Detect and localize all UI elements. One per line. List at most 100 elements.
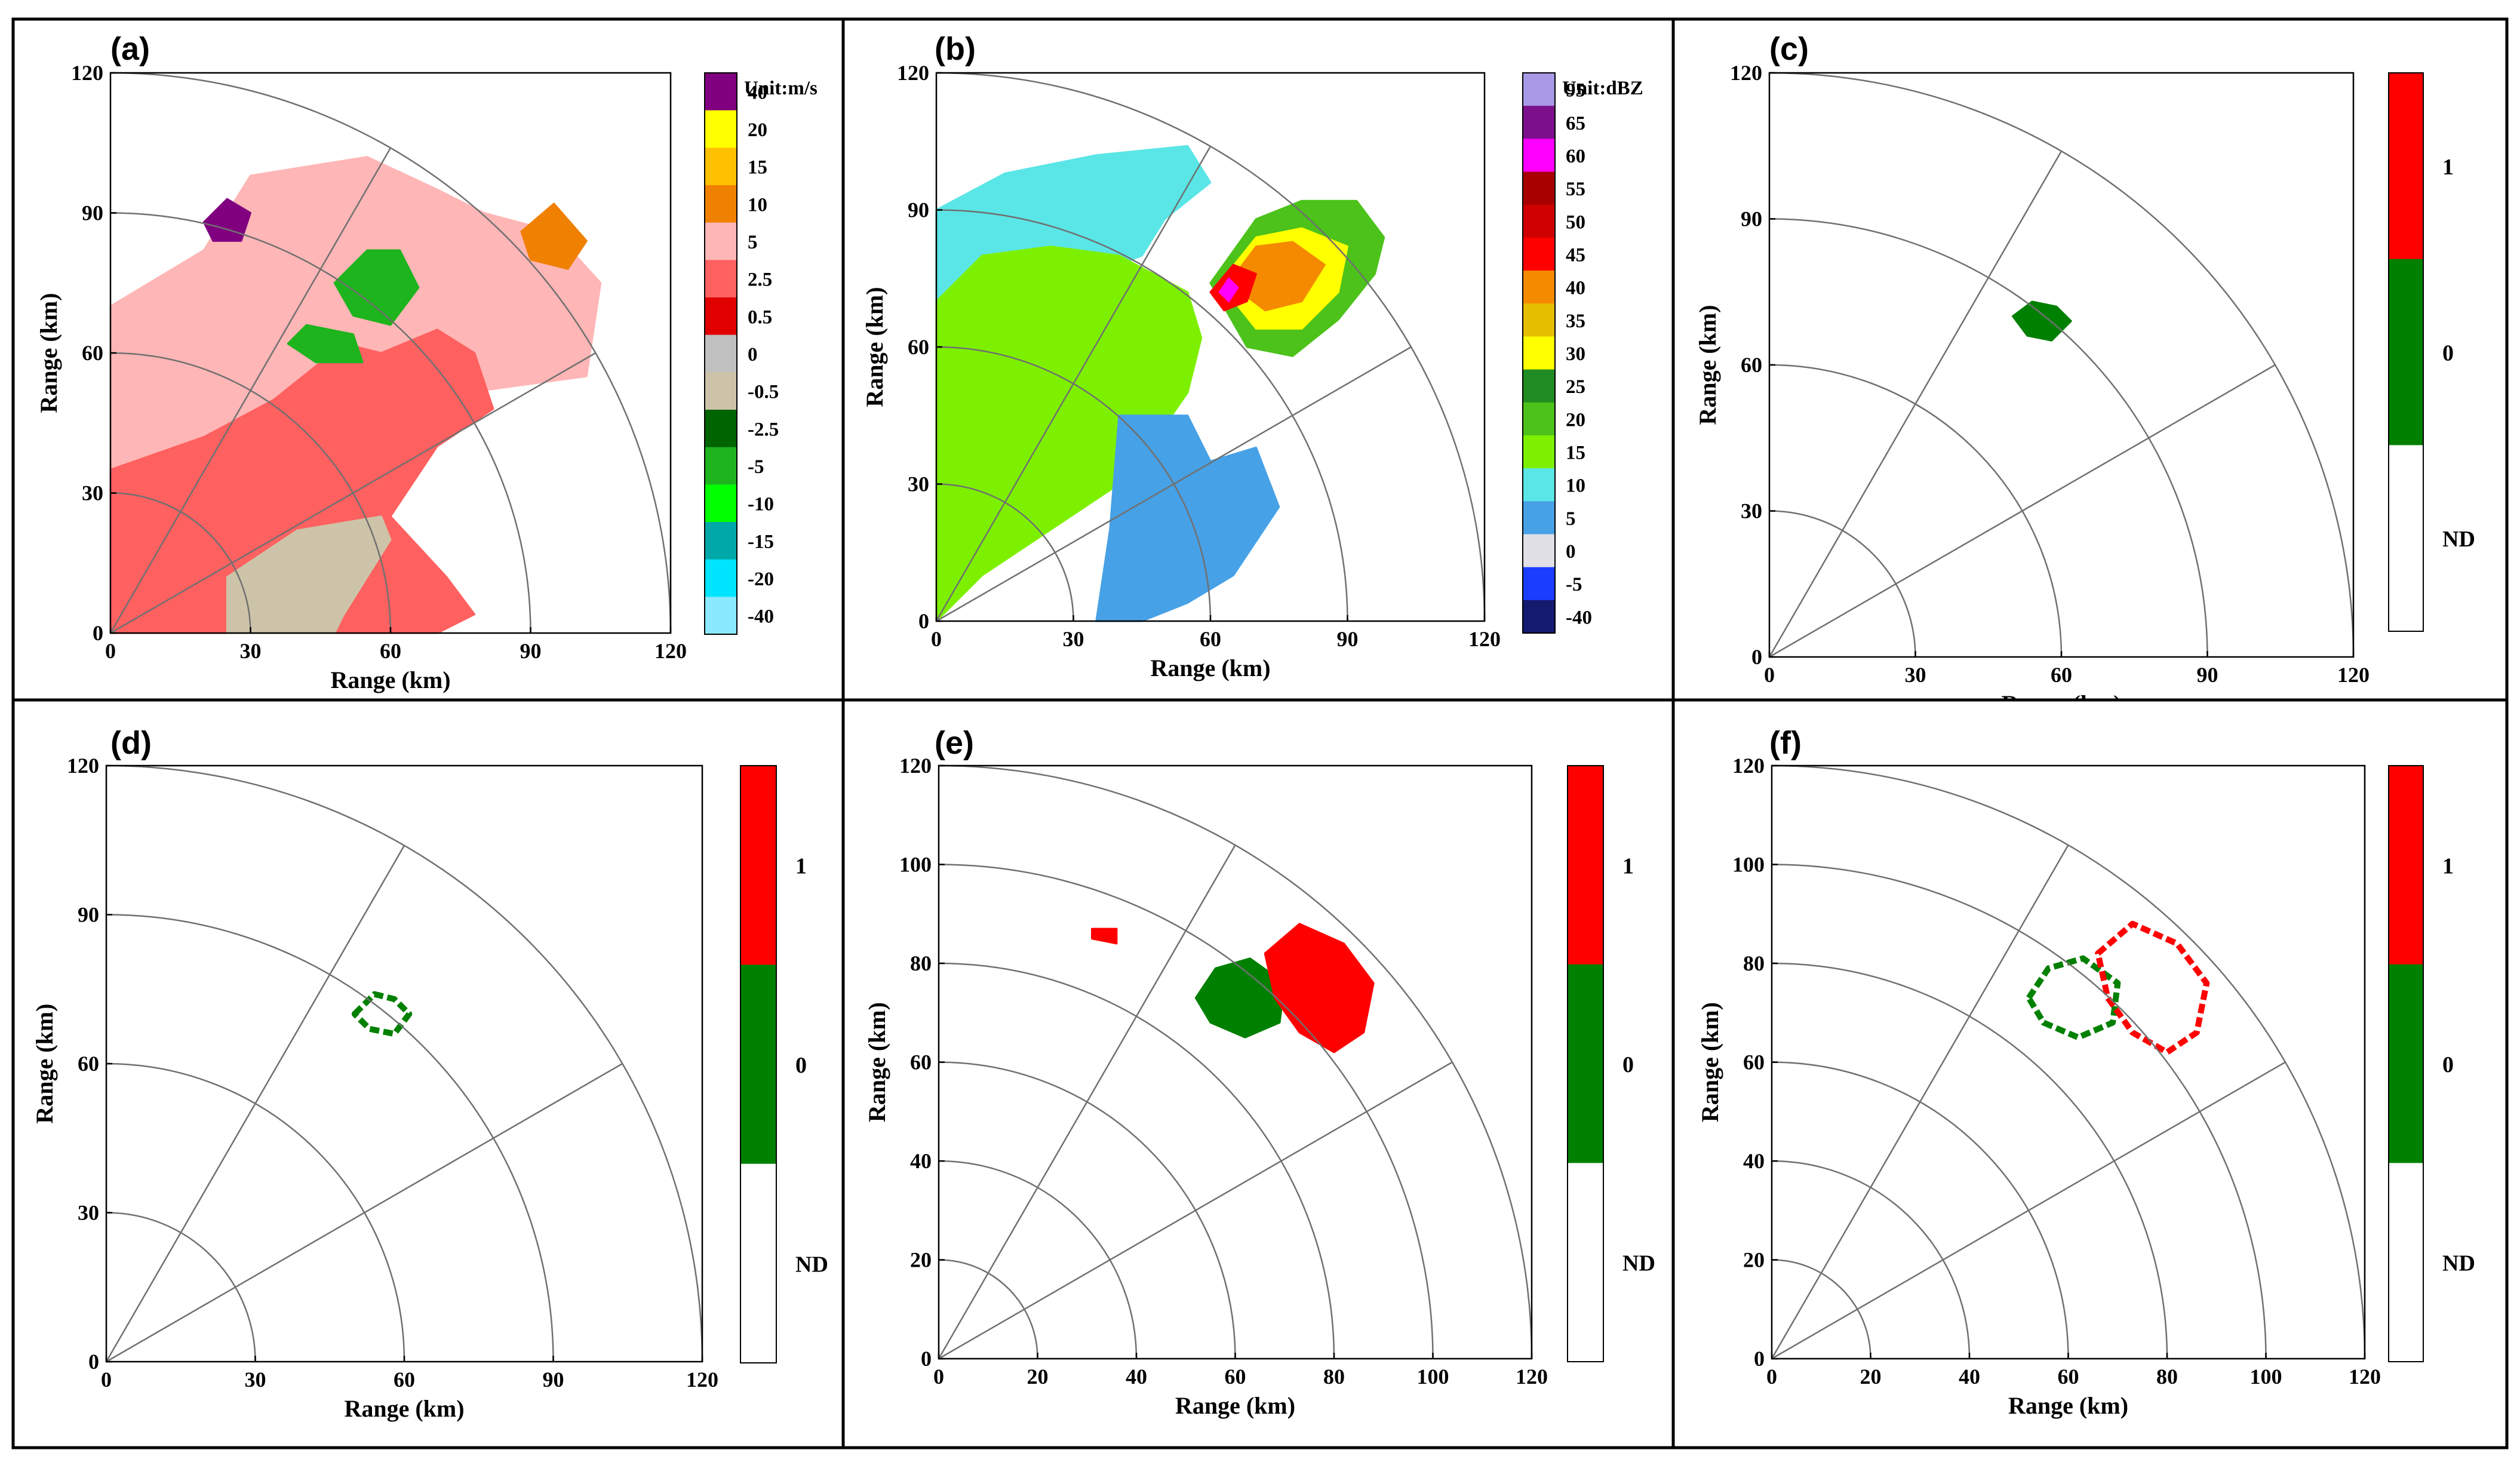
colorbar-swatch bbox=[1523, 402, 1555, 436]
x-tick-label: 120 bbox=[654, 639, 687, 663]
x-tick-label: 120 bbox=[686, 1368, 718, 1392]
panel-label: (e) bbox=[935, 725, 974, 761]
range-ring bbox=[938, 1160, 1138, 1359]
range-ring bbox=[1771, 764, 2366, 1359]
colorbar-swatch bbox=[705, 222, 737, 260]
blue-green-area bbox=[935, 245, 1203, 622]
colorbar-swatch bbox=[1523, 435, 1555, 469]
y-tick-label: 90 bbox=[908, 198, 929, 222]
x-tick-label: 60 bbox=[380, 639, 401, 663]
y-tick-label: 100 bbox=[899, 853, 932, 877]
plot-area bbox=[1772, 766, 2365, 1359]
colorbar-swatch bbox=[705, 185, 737, 223]
range-ring bbox=[110, 492, 251, 634]
colorbar-label: 10 bbox=[1566, 475, 1585, 497]
y-tick-label: 60 bbox=[78, 1052, 99, 1076]
colorbar-swatch bbox=[2389, 259, 2423, 446]
colorbar-swatch bbox=[1523, 171, 1555, 205]
x-tick-label: 100 bbox=[1417, 1365, 1449, 1389]
range-ring bbox=[1769, 72, 2355, 658]
range-ring bbox=[110, 212, 531, 634]
x-axis-label: Range (km) bbox=[2008, 1392, 2128, 1419]
plot-area bbox=[1769, 73, 2353, 657]
colorbar-swatch bbox=[705, 260, 737, 298]
range-ring bbox=[110, 352, 392, 634]
range-ring bbox=[938, 1061, 1236, 1359]
colorbar-swatch bbox=[705, 597, 737, 635]
x-axis-label: Range (km) bbox=[344, 1395, 464, 1422]
radial-line bbox=[106, 1062, 623, 1363]
x-tick-label: 90 bbox=[543, 1368, 564, 1392]
y-tick-label: 100 bbox=[1732, 853, 1765, 877]
purple-cell bbox=[202, 198, 251, 242]
y-tick-label: 80 bbox=[910, 951, 932, 975]
x-tick-label: 60 bbox=[1200, 627, 1221, 651]
colorbar-label: -10 bbox=[748, 494, 774, 515]
colorbar-label: 50 bbox=[1566, 211, 1585, 233]
red-area bbox=[109, 328, 494, 634]
x-tick-label: 120 bbox=[2337, 663, 2370, 687]
y-tick-label: 90 bbox=[1741, 207, 1762, 231]
colorbar-label: 5 bbox=[1566, 508, 1576, 530]
colorbar-label: 0.5 bbox=[748, 306, 772, 328]
radial-line bbox=[1771, 1061, 2286, 1360]
class-0-outline bbox=[2026, 955, 2121, 1041]
y-tick-label: 60 bbox=[1743, 1051, 1765, 1074]
colorbar-label: -40 bbox=[1566, 607, 1592, 628]
colorbar-swatch bbox=[740, 766, 776, 965]
colorbar-label: 0 bbox=[795, 1053, 807, 1078]
y-tick-label: 0 bbox=[93, 621, 103, 645]
radial-line bbox=[109, 148, 392, 634]
colorbar-swatch bbox=[705, 110, 737, 148]
range-ring bbox=[938, 764, 1533, 1359]
colorbar-label: 0 bbox=[1622, 1052, 1634, 1077]
class-1-small bbox=[1091, 927, 1118, 945]
range-ring bbox=[1771, 1160, 1971, 1359]
panel-label: (d) bbox=[110, 725, 152, 761]
panel-d: 0 30 60 90 120 0 30 60 90 120 Range (km) Range (km)… bbox=[11, 698, 845, 1449]
colorbar-label: ND bbox=[795, 1252, 828, 1277]
colorbar-label: -2.5 bbox=[748, 419, 779, 440]
plot-area bbox=[939, 766, 1532, 1359]
colorbar-swatch bbox=[1523, 600, 1555, 634]
radial-line bbox=[938, 844, 1236, 1359]
colorbar-swatch bbox=[705, 148, 737, 186]
y-tick-label: 60 bbox=[910, 1051, 932, 1074]
y-tick-label: 0 bbox=[1751, 645, 1762, 669]
colorbar-label: 95 bbox=[1566, 80, 1585, 102]
y-tick-label: 120 bbox=[899, 754, 932, 778]
colorbar-label: 55 bbox=[1566, 179, 1585, 200]
x-tick-label: 0 bbox=[101, 1368, 112, 1392]
class-0-outline bbox=[351, 991, 413, 1037]
y-tick-label: 30 bbox=[1741, 499, 1762, 523]
colorbar-swatch bbox=[2389, 766, 2423, 965]
colorbar-swatch bbox=[1523, 303, 1555, 337]
colorbar-swatch bbox=[705, 559, 737, 597]
range-ring bbox=[1771, 962, 2168, 1359]
radial-line bbox=[110, 352, 596, 634]
y-tick-label: 0 bbox=[921, 1347, 932, 1371]
colorbar-label: -0.5 bbox=[748, 382, 779, 403]
x-tick-label: 100 bbox=[2250, 1365, 2282, 1389]
colorbar-unit: Unit:m/s bbox=[744, 78, 818, 99]
colorbar-label: 1 bbox=[1622, 853, 1634, 879]
radial-line bbox=[938, 1061, 1453, 1360]
panel-e: 0 20 40 60 80 100 120 0 20 40 60 80 100 120 Range (km)… bbox=[841, 698, 1675, 1449]
plot-area bbox=[106, 766, 702, 1362]
x-tick-label: 90 bbox=[520, 639, 542, 663]
colorbar-swatch bbox=[705, 297, 737, 336]
colorbar-swatch bbox=[1523, 106, 1555, 139]
colorbar-label: 0 bbox=[2442, 1052, 2454, 1077]
colorbar-label: ND bbox=[2442, 1251, 2475, 1276]
colorbar-label: -40 bbox=[748, 606, 774, 628]
y-tick-label: 20 bbox=[1743, 1248, 1765, 1272]
colorbar-swatch bbox=[740, 965, 776, 1165]
x-tick-label: 90 bbox=[2197, 663, 2218, 687]
colorbar-swatch bbox=[1523, 271, 1555, 304]
blue-echo bbox=[1095, 414, 1280, 622]
x-tick-label: 120 bbox=[1516, 1365, 1548, 1389]
colorbar-label: 15 bbox=[1566, 443, 1585, 464]
class-1-outline bbox=[2095, 920, 2210, 1055]
colorbar-label: 35 bbox=[1566, 311, 1585, 332]
x-tick-label: 0 bbox=[931, 627, 942, 651]
